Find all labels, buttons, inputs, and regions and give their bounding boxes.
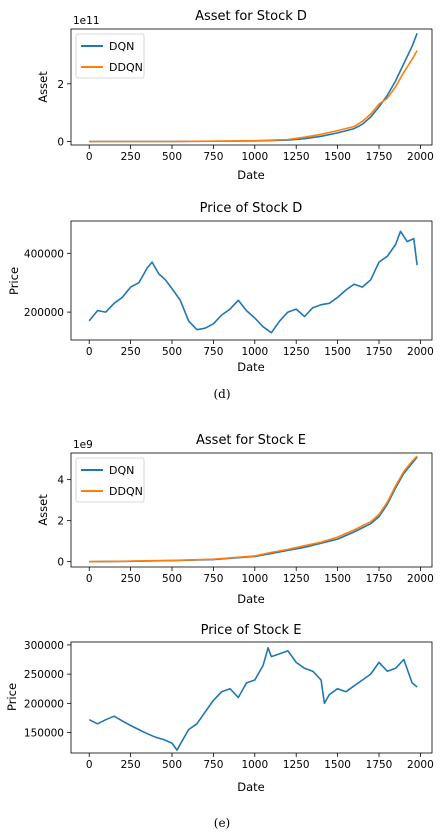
- x-tick-label: 1250: [283, 151, 310, 163]
- x-tick-label: 1500: [324, 759, 351, 771]
- legend-label-dqn: DQN: [109, 464, 134, 477]
- plot-frame: [70, 641, 433, 754]
- x-tick-label: 2000: [407, 573, 434, 585]
- legend-label-dqn: DQN: [109, 40, 134, 53]
- y-tick-label: 150000: [24, 728, 64, 740]
- x-tick-label: 1750: [366, 759, 393, 771]
- x-axis-label: Date: [237, 592, 265, 606]
- x-axis-label: Date: [237, 168, 265, 182]
- x-tick-label: 1750: [366, 346, 393, 358]
- caption-e: (e): [214, 816, 230, 830]
- x-tick-label: 0: [86, 346, 93, 358]
- x-axis-label: Date: [237, 360, 265, 374]
- axis-ticks: 0 250 500 750 1000 1250 1500 1750 2000 150000 2000…: [24, 640, 434, 771]
- series-lines: [89, 455, 418, 563]
- x-tick-label: 1500: [324, 151, 351, 163]
- x-tick-label: 500: [162, 573, 182, 585]
- x-tick-label: 2000: [407, 346, 434, 358]
- x-tick-label: 0: [86, 573, 93, 585]
- x-tick-label: 500: [162, 759, 182, 771]
- y-tick-label: 0: [57, 137, 64, 149]
- plot-frame: [70, 220, 433, 341]
- x-tick-label: 1750: [366, 573, 393, 585]
- x-tick-label: 1250: [283, 346, 310, 358]
- x-tick-label: 250: [121, 346, 141, 358]
- axis-ticks: 0 250 500 750 1000 1250 1500 1750 2000 0 2 4: [57, 475, 433, 585]
- x-tick-label: 250: [121, 573, 141, 585]
- chart-title: Asset for Stock D: [195, 9, 307, 24]
- x-tick-label: 1500: [324, 346, 351, 358]
- asset-chart-stock-e: Asset for Stock E 1e9 Asset Date 0 250 500…: [36, 433, 434, 606]
- x-tick-label: 750: [203, 346, 223, 358]
- y-axis-label: Price: [7, 267, 21, 295]
- y-tick-label: 200000: [24, 307, 64, 319]
- x-tick-label: 1500: [324, 573, 351, 585]
- y-tick-label: 2: [57, 79, 64, 91]
- x-tick-label: 2000: [407, 759, 434, 771]
- offset-label: 1e11: [73, 15, 100, 27]
- chart-title: Price of Stock E: [201, 623, 302, 638]
- price-chart-stock-e: Price of Stock E Price Date 0 250 500 750 10…: [5, 623, 434, 794]
- plot-frame: [70, 28, 433, 146]
- price-line: [88, 646, 418, 751]
- x-tick-label: 500: [162, 151, 182, 163]
- x-axis-label: Date: [237, 780, 265, 794]
- legend: DQN DDQN: [75, 457, 145, 503]
- price-chart-stock-d: Price of Stock D Price Date 0 250 500 750 10…: [7, 201, 434, 374]
- series-line-ddqn: [89, 455, 418, 563]
- y-axis-label: Asset: [36, 494, 50, 526]
- x-tick-label: 0: [86, 151, 93, 163]
- x-tick-label: 500: [162, 346, 182, 358]
- x-tick-label: 2000: [407, 151, 434, 163]
- series-line-ddqn: [89, 50, 418, 143]
- y-tick-label: 0: [57, 557, 64, 569]
- price-line: [88, 230, 418, 334]
- chart-title: Asset for Stock E: [196, 433, 306, 448]
- asset-chart-stock-d: Asset for Stock D 1e11 Asset Date 0 250 50…: [36, 9, 434, 182]
- y-tick-label: 4: [57, 475, 64, 487]
- axis-ticks: 0 250 500 750 1000 1250 1500 1750 2000 200000 4000…: [24, 248, 434, 358]
- x-tick-label: 1000: [241, 346, 268, 358]
- axis-ticks: 0 250 500 750 1000 1250 1500 1750 2000 0 2: [57, 79, 433, 163]
- series-lines: [89, 33, 418, 143]
- x-tick-label: 1000: [241, 151, 268, 163]
- legend-label-ddqn: DDQN: [109, 485, 143, 498]
- y-tick-label: 300000: [24, 640, 64, 652]
- x-tick-label: 1250: [283, 573, 310, 585]
- series-lines: [88, 646, 418, 751]
- y-axis-label: Price: [5, 683, 19, 711]
- chart-title: Price of Stock D: [200, 201, 303, 216]
- x-tick-label: 1000: [241, 573, 268, 585]
- y-tick-label: 250000: [24, 669, 64, 681]
- x-tick-label: 1000: [241, 759, 268, 771]
- x-tick-label: 0: [86, 759, 93, 771]
- y-axis-label: Asset: [36, 71, 50, 103]
- y-tick-label: 400000: [24, 248, 64, 260]
- caption-d: (d): [213, 387, 230, 401]
- x-tick-label: 750: [203, 151, 223, 163]
- plot-frame: [70, 452, 433, 568]
- x-tick-label: 750: [203, 573, 223, 585]
- x-tick-label: 1250: [283, 759, 310, 771]
- legend-label-ddqn: DDQN: [109, 61, 143, 74]
- series-lines: [88, 230, 418, 334]
- y-tick-label: 2: [57, 516, 64, 528]
- x-tick-label: 1750: [366, 151, 393, 163]
- legend: DQN DDQN: [75, 33, 145, 79]
- offset-label: 1e9: [73, 439, 93, 451]
- y-tick-label: 200000: [24, 698, 64, 710]
- x-tick-label: 250: [121, 759, 141, 771]
- x-tick-label: 250: [121, 151, 141, 163]
- x-tick-label: 750: [203, 759, 223, 771]
